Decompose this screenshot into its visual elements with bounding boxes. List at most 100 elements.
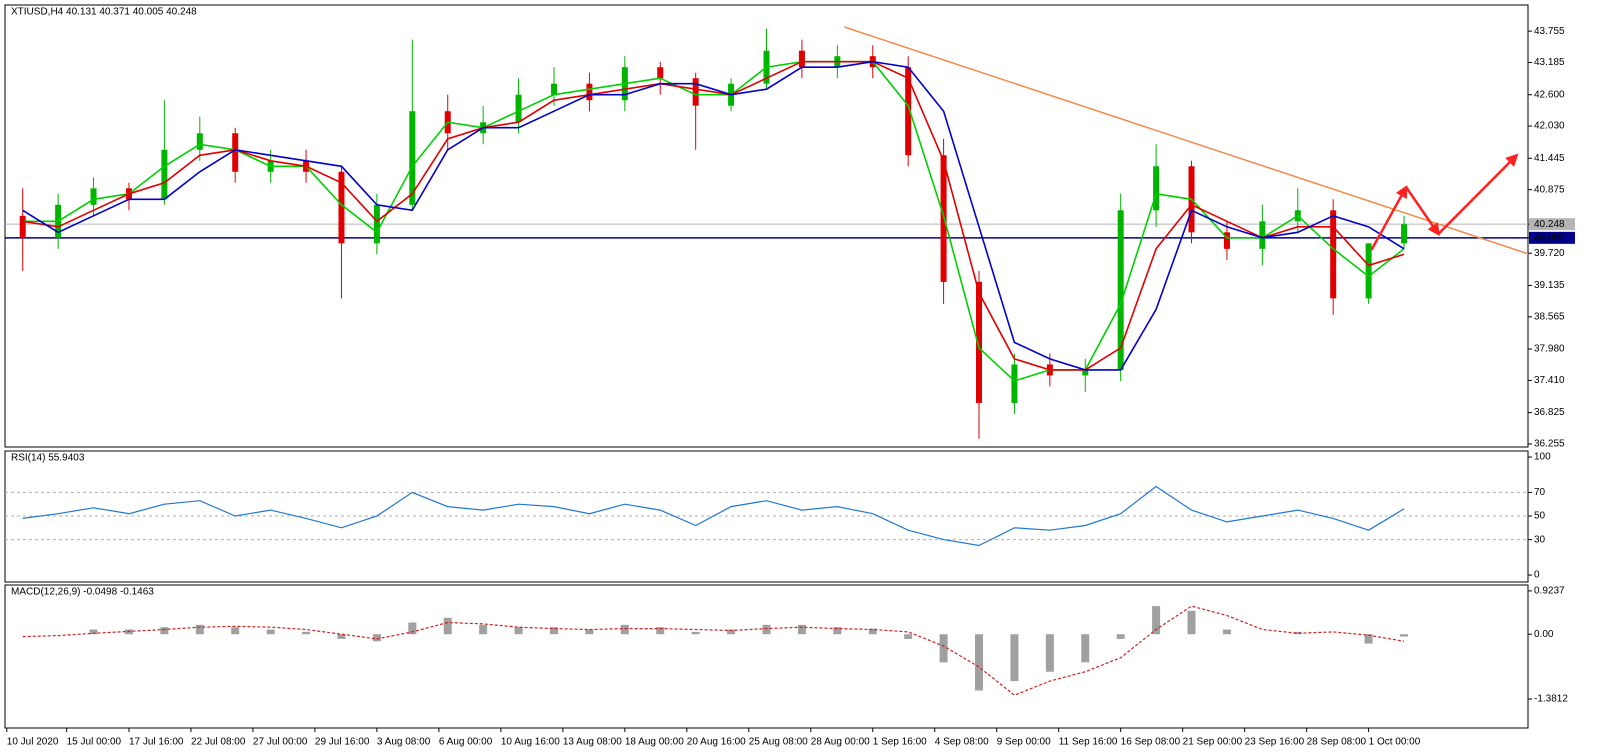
macd-bar xyxy=(1081,634,1090,663)
candle-body xyxy=(1330,210,1337,299)
y-tick-label: 0.9237 xyxy=(1534,586,1565,597)
x-tick-label: 23 Sep 16:00 xyxy=(1245,737,1305,748)
candle-body xyxy=(232,133,239,172)
y-tick-label: 43.755 xyxy=(1534,26,1565,37)
candle-body xyxy=(550,83,557,95)
projection-arrow xyxy=(1405,186,1440,237)
candle-body xyxy=(976,281,983,403)
panel-title: MACD(12,26,9) -0.0498 -0.1463 xyxy=(11,587,154,598)
macd-bar xyxy=(1045,634,1054,672)
candle-body xyxy=(1365,243,1372,299)
macd-bar xyxy=(868,628,877,635)
macd-bar xyxy=(479,624,488,635)
candle-body xyxy=(196,133,203,150)
candle-body xyxy=(338,171,345,244)
macd-bar xyxy=(302,631,311,635)
y-tick-label: 41.445 xyxy=(1534,153,1565,164)
candle-body xyxy=(905,67,912,156)
x-tick-label: 28 Aug 00:00 xyxy=(811,737,870,748)
panel-title: RSI(14) 55.9403 xyxy=(11,453,85,464)
candle-body xyxy=(657,67,664,79)
candle-body xyxy=(409,111,416,205)
macd-bar xyxy=(975,634,984,691)
y-tick-label: 30 xyxy=(1534,534,1546,545)
macd-bar xyxy=(620,624,629,635)
y-tick-label: 43.185 xyxy=(1534,57,1565,68)
x-tick-label: 1 Oct 00:00 xyxy=(1369,737,1421,748)
trendline xyxy=(844,26,1529,255)
panel-frame xyxy=(4,4,1529,448)
macd-bar xyxy=(585,629,594,635)
macd-bar xyxy=(514,627,523,635)
x-tick-label: 10 Aug 16:00 xyxy=(501,737,560,748)
projection-arrow xyxy=(1370,185,1408,251)
candle-body xyxy=(1153,166,1160,211)
macd-bar xyxy=(408,622,417,635)
y-tick-label: 36.825 xyxy=(1534,407,1565,418)
x-tick-label: 21 Sep 00:00 xyxy=(1183,737,1243,748)
macd-bar xyxy=(656,627,665,635)
x-tick-label: 1 Sep 16:00 xyxy=(873,737,927,748)
macd-bar xyxy=(89,629,98,635)
x-tick-label: 13 Aug 08:00 xyxy=(563,737,622,748)
candle-body xyxy=(1011,364,1018,403)
y-tick-label: 38.565 xyxy=(1534,311,1565,322)
series-line xyxy=(22,60,1405,371)
series-line xyxy=(22,60,1405,382)
panel-title: XTIUSD,H4 40.131 40.371 40.005 40.248 xyxy=(11,7,197,18)
y-tick-label: 0.00 xyxy=(1534,629,1554,640)
candle-body xyxy=(586,83,593,101)
macd-bar xyxy=(1400,634,1409,637)
macd-bar xyxy=(1222,629,1231,635)
macd-bar xyxy=(1010,634,1019,682)
x-tick-label: 25 Aug 08:00 xyxy=(749,737,808,748)
macd-bar xyxy=(160,627,169,635)
series-line xyxy=(22,605,1405,696)
x-tick-label: 3 Aug 08:00 xyxy=(377,737,431,748)
series-line xyxy=(22,485,1405,547)
y-tick-label: 40.248 xyxy=(1534,219,1565,230)
y-tick-label: 42.600 xyxy=(1534,89,1565,100)
macd-bar xyxy=(1116,634,1125,639)
y-tick-label: 40.875 xyxy=(1534,184,1565,195)
candle-body xyxy=(515,94,522,123)
candle-body xyxy=(19,215,26,238)
y-tick-label: 100 xyxy=(1534,452,1551,463)
x-tick-label: 18 Aug 00:00 xyxy=(625,737,684,748)
candle-body xyxy=(1117,210,1124,370)
y-tick-label: 39.135 xyxy=(1534,280,1565,291)
y-tick-label: 36.255 xyxy=(1534,439,1565,450)
macd-bar xyxy=(1152,606,1161,635)
x-tick-label: 17 Jul 16:00 xyxy=(129,737,184,748)
price-tag xyxy=(1529,218,1575,231)
x-tick-label: 22 Jul 08:00 xyxy=(191,737,246,748)
y-tick-label: -1.3812 xyxy=(1534,694,1568,705)
macd-bar xyxy=(727,629,736,635)
x-tick-label: 20 Aug 16:00 xyxy=(687,737,746,748)
macd-bar xyxy=(372,634,381,642)
candle-body xyxy=(1259,221,1266,249)
panel-frame xyxy=(4,584,1529,729)
x-tick-label: 16 Sep 08:00 xyxy=(1121,737,1181,748)
candle-body xyxy=(161,149,168,200)
macd-bar xyxy=(904,634,913,639)
series-line xyxy=(22,60,1405,371)
x-tick-label: 29 Jul 16:00 xyxy=(315,737,370,748)
y-tick-label: 70 xyxy=(1534,487,1546,498)
x-tick-label: 28 Sep 08:00 xyxy=(1307,737,1367,748)
candle-body xyxy=(1082,369,1089,376)
y-tick-label: 50 xyxy=(1534,511,1546,522)
macd-bar xyxy=(797,624,806,635)
candle-body xyxy=(1401,224,1408,244)
macd-bar xyxy=(1293,631,1302,635)
candle-body xyxy=(692,78,699,106)
x-tick-label: 9 Sep 00:00 xyxy=(997,737,1051,748)
x-tick-label: 4 Sep 08:00 xyxy=(935,737,989,748)
projection-arrow xyxy=(1437,153,1519,235)
x-tick-label: 11 Sep 16:00 xyxy=(1059,737,1118,748)
y-tick-label: 37.980 xyxy=(1534,344,1565,355)
x-tick-label: 27 Jul 00:00 xyxy=(253,737,308,748)
macd-bar xyxy=(939,634,948,663)
macd-bar xyxy=(231,627,240,635)
candle-body xyxy=(373,204,380,244)
